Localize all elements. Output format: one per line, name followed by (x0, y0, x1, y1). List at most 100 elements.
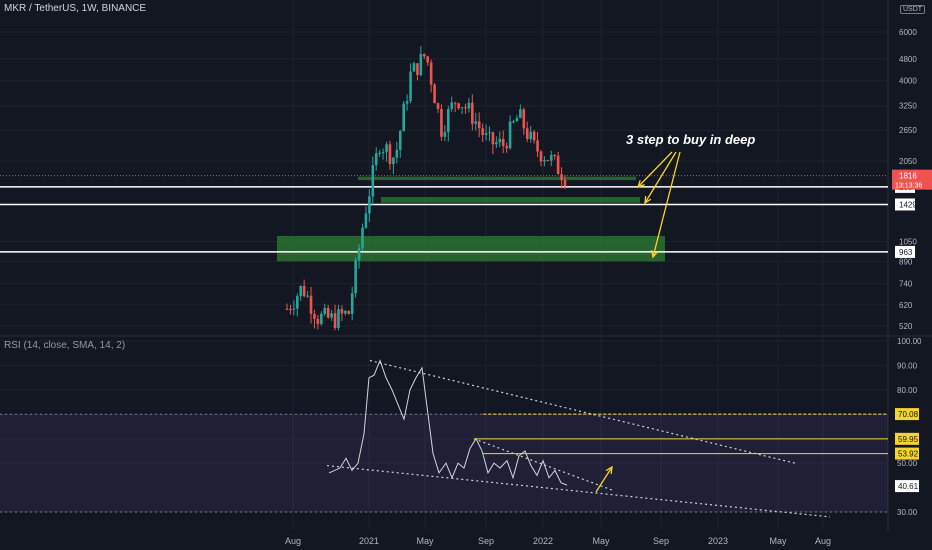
candle-body (467, 102, 471, 109)
candle-body (398, 131, 402, 150)
candle-body (491, 132, 495, 145)
trend-lines (326, 359, 888, 518)
price-tick-label: 6000 (899, 28, 917, 37)
candle-body (337, 309, 340, 329)
candle-body (556, 155, 560, 175)
candle-body (543, 160, 546, 162)
candle-body (306, 295, 309, 297)
rsi-level-badge-text: 40.61 (898, 482, 919, 491)
candle-body (326, 307, 330, 318)
candle-body (505, 145, 508, 149)
price-tick-label: 520 (899, 322, 913, 331)
rsi-tick-label: 80.00 (897, 386, 918, 395)
level-badge (895, 245, 915, 258)
candle-body (357, 248, 361, 261)
candle-body (405, 101, 409, 104)
price-tick-label: 2050 (899, 157, 917, 166)
price-tick-label: 740 (899, 280, 913, 289)
candle-body (309, 295, 313, 314)
price-levels (0, 175, 888, 253)
candle-body (447, 109, 450, 133)
candle-body (350, 293, 354, 314)
candle-body (285, 308, 289, 310)
candle-body (388, 144, 392, 165)
rsi-tick-label: 90.00 (897, 361, 918, 370)
candle-body (450, 102, 454, 110)
support-zones (277, 176, 665, 262)
candle-body (302, 285, 306, 297)
time-tick-label: May (416, 536, 434, 546)
candle-body (422, 53, 426, 57)
candle-body (525, 128, 529, 139)
candles (285, 46, 567, 331)
time-tick-label: Sep (653, 536, 669, 546)
candle-body (443, 132, 447, 137)
annotation-arrowhead (650, 250, 659, 259)
candle-body (364, 213, 368, 228)
rsi-level-badge (895, 480, 919, 493)
annotation-text: 3 step to buy in deep (626, 132, 756, 147)
candle-body (316, 318, 320, 325)
candle-body (481, 128, 484, 136)
candle-body (498, 138, 502, 143)
candle-body (354, 260, 357, 294)
candle-body (416, 63, 419, 75)
candle-body (292, 308, 296, 310)
candle-body (474, 121, 478, 124)
time-tick-label: Aug (285, 536, 301, 546)
candle-body (299, 285, 303, 297)
annotation-arrow (637, 151, 673, 188)
level-badge-text: 1429 (899, 200, 917, 209)
rsi-level-badge (895, 447, 919, 460)
candle-body (501, 138, 505, 146)
level-badge-text: 963 (899, 248, 913, 257)
level-badge (895, 198, 915, 211)
time-tick-label: Sep (478, 536, 494, 546)
candle-body (347, 311, 351, 314)
price-tick-label: 4000 (899, 77, 917, 86)
candle-body (440, 108, 443, 137)
candle-body (512, 121, 515, 123)
candle-body (553, 155, 557, 157)
price-axis: 6000 4800 4000 3250 2650 2050 1050 890 740 620 520… (892, 28, 932, 517)
candle-body (368, 196, 371, 214)
rsi-tick-label: 100.00 (897, 337, 922, 346)
rsi-band (0, 414, 888, 512)
candle-body (508, 121, 512, 149)
annotation-arrow (644, 151, 677, 204)
time-tick-label: 2023 (708, 536, 728, 546)
price-tick-label: 1050 (899, 238, 917, 247)
time-tick-label: Aug (815, 536, 831, 546)
annotation-arrowhead (605, 465, 613, 475)
candle-body (453, 102, 457, 104)
candle-body (340, 309, 344, 314)
support-zone (381, 197, 640, 203)
time-tick-label: May (769, 536, 787, 546)
candle-body (426, 56, 430, 63)
candle-body (436, 103, 440, 109)
annotation-arrow (652, 151, 681, 258)
annotation-arrowhead (636, 180, 645, 189)
time-tick-label: 2022 (533, 536, 553, 546)
candle-body (522, 109, 526, 129)
candle-body (378, 152, 381, 154)
rsi-level-badge-text: 59.95 (898, 435, 919, 444)
candle-body (519, 109, 522, 118)
candle-body (371, 165, 375, 197)
candle-body (471, 102, 474, 124)
candle-body (295, 296, 299, 309)
candle-body (539, 151, 543, 162)
support-zone (358, 176, 636, 181)
candle-body (515, 117, 519, 122)
time-tick-label: May (592, 536, 610, 546)
annotation-arrowhead (644, 195, 652, 205)
candle-body (529, 131, 532, 139)
candle-body (563, 180, 567, 187)
candle-body (323, 307, 327, 314)
last-price-badge (892, 169, 932, 190)
currency-label[interactable]: USDT (900, 5, 926, 14)
candle-body (464, 107, 467, 109)
time-tick-label: 2021 (359, 536, 379, 546)
support-zone (277, 235, 665, 262)
